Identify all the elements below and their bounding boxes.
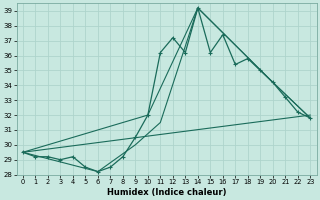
X-axis label: Humidex (Indice chaleur): Humidex (Indice chaleur)	[107, 188, 226, 197]
